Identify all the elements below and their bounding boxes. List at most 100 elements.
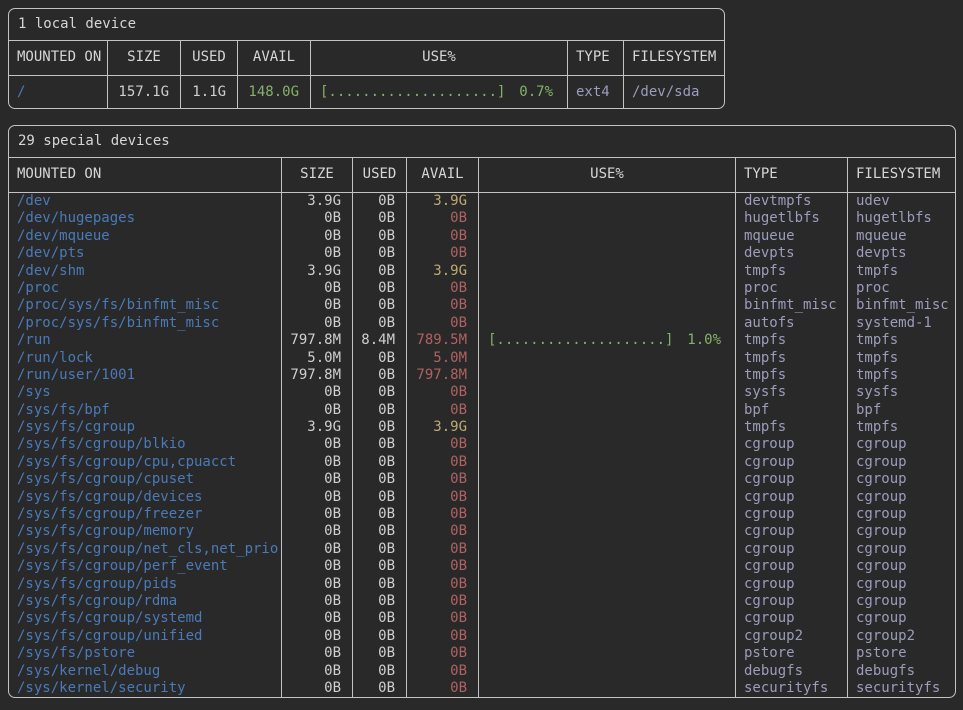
type-value: ext4 bbox=[568, 76, 624, 108]
usage-cell bbox=[479, 593, 736, 610]
column-header: USED bbox=[353, 158, 407, 192]
avail-value: 5.0M bbox=[407, 350, 479, 367]
size-value: 797.8M bbox=[282, 367, 353, 384]
table-row: /sys/fs/cgroup/cpu,cpuacct 0B 0B 0B cgro… bbox=[9, 454, 955, 471]
table-row: /sys 0B 0B 0B sysfs sysfs bbox=[9, 384, 955, 401]
avail-value: 0B bbox=[407, 610, 479, 627]
filesystem-value: bpf bbox=[848, 402, 954, 419]
usage-cell bbox=[479, 297, 736, 314]
type-value: cgroup bbox=[736, 436, 848, 453]
avail-value: 0B bbox=[407, 541, 479, 558]
column-header: AVAIL bbox=[238, 41, 311, 75]
filesystem-value: devpts bbox=[848, 245, 954, 262]
type-value: pstore bbox=[736, 645, 848, 662]
avail-value: 0B bbox=[407, 558, 479, 575]
filesystem-value: cgroup bbox=[848, 576, 954, 593]
usage-bar: [....................] bbox=[488, 332, 673, 349]
type-value: binfmt_misc bbox=[736, 297, 848, 314]
type-value: cgroup bbox=[736, 506, 848, 523]
table-row: /dev/hugepages 0B 0B 0B hugetlbfs hugetl… bbox=[9, 210, 955, 227]
size-value: 0B bbox=[282, 506, 353, 523]
avail-value: 0B bbox=[407, 471, 479, 488]
type-value: proc bbox=[736, 280, 848, 297]
avail-value: 0B bbox=[407, 645, 479, 662]
filesystem-value: cgroup bbox=[848, 541, 954, 558]
usage-percent: 1.0% bbox=[687, 332, 721, 349]
type-value: devtmpfs bbox=[736, 193, 848, 210]
filesystem-value: cgroup2 bbox=[848, 628, 954, 645]
used-value: 0B bbox=[353, 210, 407, 227]
type-value: autofs bbox=[736, 315, 848, 332]
filesystem-value: cgroup bbox=[848, 489, 954, 506]
size-value: 0B bbox=[282, 645, 353, 662]
usage-cell bbox=[479, 663, 736, 680]
filesystem-value: hugetlbfs bbox=[848, 210, 954, 227]
filesystem-value: cgroup bbox=[848, 506, 954, 523]
size-value: 0B bbox=[282, 523, 353, 540]
used-value: 0B bbox=[353, 280, 407, 297]
type-value: cgroup bbox=[736, 541, 848, 558]
filesystem-value: tmpfs bbox=[848, 350, 954, 367]
size-value: 3.9G bbox=[282, 419, 353, 436]
table-row: /sys/fs/cgroup/devices 0B 0B 0B cgroup c… bbox=[9, 489, 955, 506]
usage-cell bbox=[479, 193, 736, 210]
filesystem-value: debugfs bbox=[848, 663, 954, 680]
column-header: USE% bbox=[311, 41, 568, 75]
table-row: /proc/sys/fs/binfmt_misc 0B 0B 0B binfmt… bbox=[9, 297, 955, 314]
filesystem-value: sysfs bbox=[848, 384, 954, 401]
used-value: 8.4M bbox=[353, 332, 407, 349]
usage-cell bbox=[479, 541, 736, 558]
size-value: 5.0M bbox=[282, 350, 353, 367]
mounted-on-value: /proc bbox=[9, 280, 282, 297]
local-table-title: 1 local device bbox=[9, 9, 724, 41]
filesystem-value: udev bbox=[848, 193, 954, 210]
filesystem-value: cgroup bbox=[848, 436, 954, 453]
size-value: 0B bbox=[282, 384, 353, 401]
type-value: cgroup bbox=[736, 610, 848, 627]
mounted-on-value: /run bbox=[9, 332, 282, 349]
type-value: tmpfs bbox=[736, 350, 848, 367]
usage-cell bbox=[479, 315, 736, 332]
size-value: 3.9G bbox=[282, 263, 353, 280]
mounted-on-value: /dev bbox=[9, 193, 282, 210]
table-row: /sys/fs/pstore 0B 0B 0B pstore pstore bbox=[9, 645, 955, 662]
size-value: 0B bbox=[282, 245, 353, 262]
size-value: 0B bbox=[282, 680, 353, 697]
table-row: /sys/fs/cgroup/cpuset 0B 0B 0B cgroup cg… bbox=[9, 471, 955, 488]
mounted-on-value: /sys/fs/cgroup/cpu,cpuacct bbox=[9, 454, 282, 471]
filesystem-value: proc bbox=[848, 280, 954, 297]
filesystem-value: pstore bbox=[848, 645, 954, 662]
table-row: /dev 3.9G 0B 3.9G devtmpfs udev bbox=[9, 193, 955, 210]
avail-value: 3.9G bbox=[407, 263, 479, 280]
avail-value: 0B bbox=[407, 576, 479, 593]
usage-cell bbox=[479, 384, 736, 401]
type-value: cgroup bbox=[736, 471, 848, 488]
used-value: 0B bbox=[353, 228, 407, 245]
type-value: securityfs bbox=[736, 680, 848, 697]
mounted-on-value: /proc/sys/fs/binfmt_misc bbox=[9, 315, 282, 332]
mounted-on-value: /dev/hugepages bbox=[9, 210, 282, 227]
mounted-on-value: /sys/fs/cgroup/memory bbox=[9, 523, 282, 540]
used-value: 0B bbox=[353, 610, 407, 627]
local-table-header: MOUNTED ONSIZEUSEDAVAILUSE%TYPEFILESYSTE… bbox=[9, 41, 724, 76]
mounted-on-value: /sys/fs/cgroup/devices bbox=[9, 489, 282, 506]
table-row: /sys/fs/cgroup/blkio 0B 0B 0B cgroup cgr… bbox=[9, 436, 955, 453]
mounted-on-value: /sys/fs/cgroup/net_cls,net_prio bbox=[9, 541, 282, 558]
avail-value: 0B bbox=[407, 680, 479, 697]
used-value: 0B bbox=[353, 506, 407, 523]
table-row: /sys/fs/cgroup/memory 0B 0B 0B cgroup cg… bbox=[9, 523, 955, 540]
usage-cell bbox=[479, 680, 736, 697]
usage-cell bbox=[479, 419, 736, 436]
table-row: /sys/fs/cgroup/perf_event 0B 0B 0B cgrou… bbox=[9, 558, 955, 575]
column-header: MOUNTED ON bbox=[9, 158, 282, 192]
table-row: /proc/sys/fs/binfmt_misc 0B 0B 0B autofs… bbox=[9, 315, 955, 332]
filesystem-value: tmpfs bbox=[848, 263, 954, 280]
size-value: 0B bbox=[282, 228, 353, 245]
column-header: SIZE bbox=[282, 158, 353, 192]
usage-cell bbox=[479, 367, 736, 384]
usage-bar: [....................] bbox=[320, 76, 505, 108]
usage-cell bbox=[479, 402, 736, 419]
type-value: cgroup bbox=[736, 576, 848, 593]
table-row: /sys/fs/cgroup/rdma 0B 0B 0B cgroup cgro… bbox=[9, 593, 955, 610]
column-header: FILESYSTEM bbox=[624, 41, 723, 75]
